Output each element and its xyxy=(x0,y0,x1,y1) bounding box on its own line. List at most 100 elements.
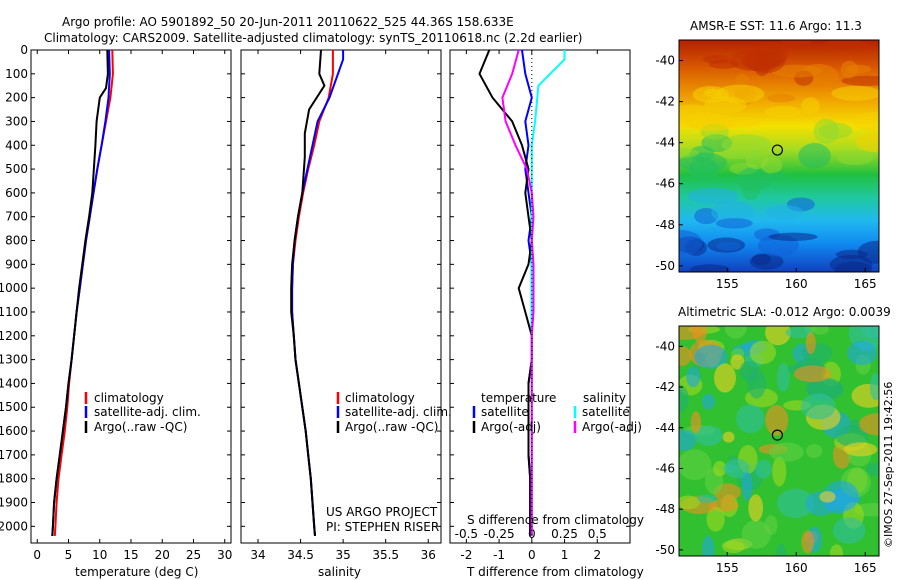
salinity-xlabel: salinity xyxy=(318,565,361,579)
project-annotation-line2: PI: STEPHEN RISER xyxy=(326,520,439,534)
s-diff-tick-label: 0.25 xyxy=(551,527,578,541)
sla-patch xyxy=(730,354,745,370)
x-tick-label: 10 xyxy=(92,548,107,562)
sst-patch xyxy=(831,85,879,101)
x-tick-label: -1 xyxy=(493,548,505,562)
sla-patch xyxy=(765,404,789,436)
sla-patch xyxy=(694,344,728,369)
s-diff-tick-label: -0.25 xyxy=(484,527,515,541)
temperature-argo-adj-line xyxy=(478,50,533,536)
lat-tick-label: -46 xyxy=(655,177,675,191)
sst-map-frame xyxy=(678,39,880,273)
lat-tick-label: -40 xyxy=(655,54,675,68)
depth-tick-label: 1000 xyxy=(0,281,28,295)
temperature-series xyxy=(51,50,114,536)
salinity-argo-adj-line xyxy=(501,50,535,536)
sst-patch xyxy=(679,229,703,256)
sst-patch xyxy=(801,97,820,115)
sla-patch xyxy=(861,326,879,339)
sla-patch xyxy=(812,326,829,335)
x-tick-label: 5 xyxy=(65,548,73,562)
lon-tick-label: 160 xyxy=(785,277,808,291)
sla-heatmap xyxy=(679,326,879,556)
legend-label-argo: Argo(..raw -QC) xyxy=(345,420,438,434)
sst-patch xyxy=(736,167,773,192)
lat-tick-label: -42 xyxy=(655,380,675,394)
s-diff-tick-label: 0.5 xyxy=(588,527,607,541)
legend-label-t-satellite: satellite xyxy=(481,405,529,419)
salinity-x-ticks: 34 34.5 35 35.5 36 xyxy=(250,50,436,562)
lon-tick-label: 155 xyxy=(716,561,739,575)
sst-map-title: AMSR-E SST: 11.6 Argo: 11.3 xyxy=(690,19,862,33)
sla-patch xyxy=(832,517,866,544)
legend-label-s-satellite: satellite xyxy=(582,405,630,419)
x-tick-label: 34.5 xyxy=(287,548,314,562)
depth-tick-label: 0 xyxy=(20,43,28,57)
x-tick-label: -2 xyxy=(460,548,472,562)
sla-patch xyxy=(679,449,712,481)
sla-patch xyxy=(679,384,689,413)
sla-patch xyxy=(805,444,823,458)
sla-patch xyxy=(772,456,787,487)
s-difference-label: S difference from climatology xyxy=(467,513,644,527)
sla-patch xyxy=(858,413,879,436)
project-annotation-line1: US ARGO PROJECT xyxy=(326,505,438,519)
x-tick-label: 35 xyxy=(335,548,350,562)
sst-patch xyxy=(771,64,823,78)
temperature-plot-frame xyxy=(30,49,232,544)
imos-credit: ©IMOS 27-Sep-2011 19:42:56 xyxy=(882,382,895,548)
lon-tick-label: 155 xyxy=(716,277,739,291)
lat-tick-label: -42 xyxy=(655,95,675,109)
legend-label-argo: Argo(..raw -QC) xyxy=(94,420,187,434)
sla-texture xyxy=(679,326,879,556)
depth-tick-label: 1300 xyxy=(0,353,28,367)
sla-patch xyxy=(835,425,869,447)
sla-argo-marker xyxy=(771,429,783,441)
depth-tick-label: 400 xyxy=(5,138,28,152)
sst-patch xyxy=(751,253,771,266)
x-tick-label: 30 xyxy=(217,548,232,562)
depth-tick-label: 700 xyxy=(5,210,28,224)
sst-patch xyxy=(780,40,813,47)
sla-patch xyxy=(722,431,735,443)
salinity-panel: 34 34.5 35 35.5 36 salinity climatology sate… xyxy=(240,49,452,579)
sla-patch xyxy=(741,471,753,501)
sla-patch xyxy=(722,540,745,554)
s-diff-tick-label: -0.5 xyxy=(455,527,478,541)
sst-patch xyxy=(834,261,873,272)
legend-label-satellite: satellite-adj. clim. xyxy=(345,405,452,419)
sla-patch xyxy=(723,464,738,473)
sla-patch xyxy=(829,544,844,556)
sla-patch xyxy=(694,425,723,446)
legend-title-salinity: salinity xyxy=(583,391,626,405)
difference-plot-frame xyxy=(449,49,631,544)
sla-patch xyxy=(805,332,816,355)
argo-raw-qc-line xyxy=(290,50,326,536)
sst-argo-marker xyxy=(771,144,783,156)
sst-patch xyxy=(715,218,753,229)
legend-label-t-argo: Argo(-adj) xyxy=(481,420,541,434)
x-tick-label: 0 xyxy=(33,548,41,562)
satellite-adj-clim-line xyxy=(291,50,345,536)
sla-map-frame xyxy=(678,325,880,557)
sst-patch xyxy=(835,249,868,260)
sla-patch xyxy=(679,345,692,366)
x-tick-label: 0 xyxy=(528,548,536,562)
sst-patch xyxy=(688,157,719,181)
sla-patch xyxy=(692,326,708,343)
sla-patch xyxy=(819,491,836,503)
depth-tick-label: 1900 xyxy=(0,496,28,510)
legend-label-climatology: climatology xyxy=(94,391,164,405)
legend-label-climatology: climatology xyxy=(345,391,415,405)
sla-patch xyxy=(800,393,836,420)
sla-patch xyxy=(776,362,790,392)
lat-tick-label: -48 xyxy=(655,502,675,516)
salinity-y-ticks xyxy=(241,49,441,527)
depth-tick-label: 500 xyxy=(5,162,28,176)
lat-tick-label: -40 xyxy=(655,339,675,353)
sla-patch xyxy=(748,494,764,522)
sla-patch xyxy=(775,543,787,556)
sst-map-axes: 155 160 165 -40 -42 -44 -46 -48 -50 xyxy=(655,54,876,291)
sla-patch xyxy=(785,326,813,339)
